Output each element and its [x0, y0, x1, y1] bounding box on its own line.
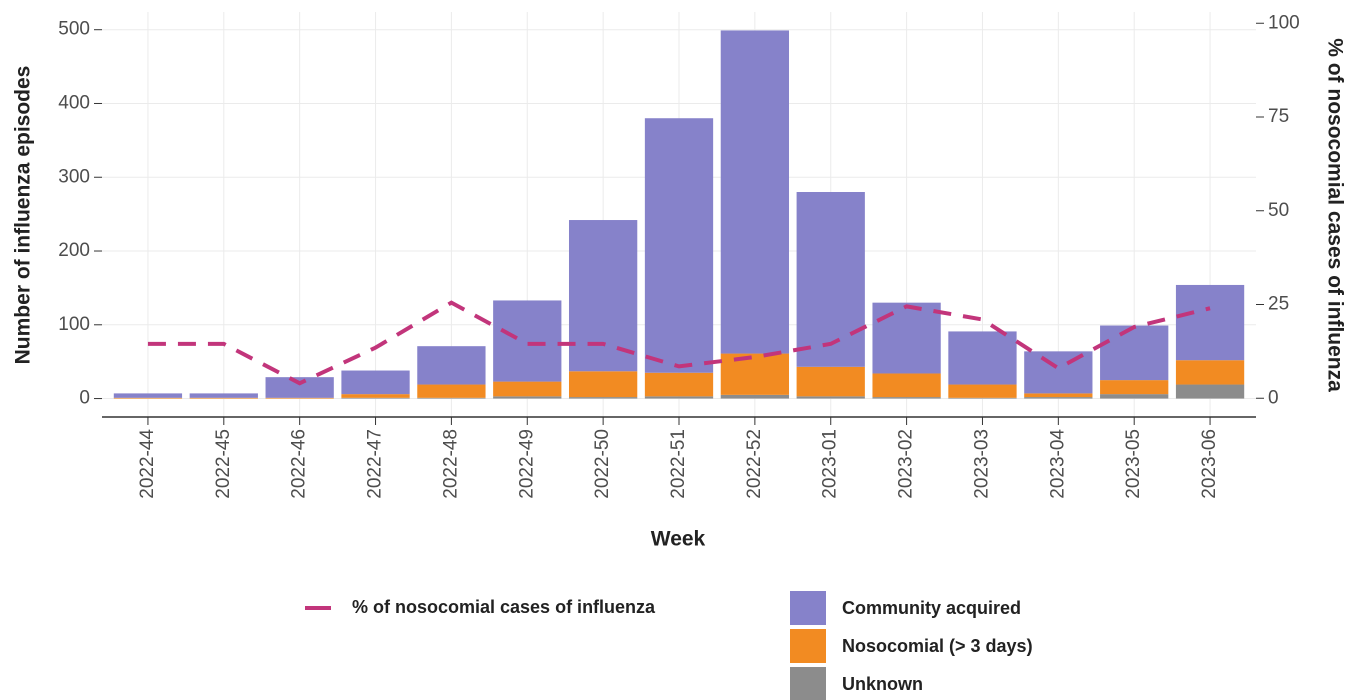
bar-segment — [948, 397, 1017, 399]
bar-segment — [417, 346, 486, 385]
bar-segment — [417, 397, 486, 399]
y2-tick-label: 75 — [1268, 106, 1289, 127]
bar-segment — [796, 192, 865, 367]
bar-segment — [644, 118, 714, 373]
bar-segment — [1100, 380, 1169, 395]
bar-segment — [1024, 351, 1093, 394]
bar-segment — [796, 396, 865, 399]
legend-label: % of nosocomial cases of influenza — [352, 597, 656, 617]
x-tick-label: 2022-47 — [365, 429, 386, 499]
x-tick-label: 2022-51 — [668, 429, 689, 499]
bar-segment — [265, 377, 334, 398]
x-tick-label: 2022-45 — [213, 429, 234, 499]
y2-axis-title: % of nosocomial cases of influenza — [1323, 38, 1346, 392]
bar-segment — [417, 384, 486, 398]
bar-segment — [644, 396, 714, 399]
legend-label: Nosocomial (> 3 days) — [842, 636, 1033, 656]
bar-segment — [1024, 397, 1093, 399]
bar-segment — [1175, 360, 1245, 385]
bar-segment — [568, 371, 638, 398]
y-tick-label: 500 — [58, 19, 90, 40]
bar-segment — [1024, 393, 1093, 398]
y2-tick-label: 50 — [1268, 200, 1289, 221]
x-tick-label: 2022-44 — [137, 429, 158, 499]
x-tick-label: 2023-06 — [1199, 429, 1220, 499]
y-tick-label: 400 — [58, 92, 90, 113]
x-tick-label: 2022-52 — [744, 429, 765, 499]
y2-tick-label: 25 — [1268, 294, 1289, 315]
bar-segment — [265, 397, 334, 399]
bar-segment — [796, 366, 865, 397]
bar-segment — [948, 331, 1017, 385]
legend-label: Community acquired — [842, 598, 1021, 618]
bar-segment — [872, 373, 941, 398]
bar-segment — [113, 397, 183, 399]
bar-segment — [493, 381, 562, 397]
bar-segment — [568, 220, 638, 372]
bar-segment — [341, 370, 410, 395]
x-tick-label: 2023-02 — [896, 429, 917, 499]
bar-segment — [189, 393, 258, 398]
legend-swatch — [790, 591, 826, 625]
bar-segment — [189, 397, 258, 399]
x-tick-label: 2023-01 — [820, 429, 841, 499]
y-tick-label: 300 — [58, 166, 90, 187]
legend-label: Unknown — [842, 674, 923, 694]
legend-swatch — [790, 667, 826, 700]
bar-segment — [1175, 384, 1245, 399]
bar-segment — [720, 30, 790, 354]
x-tick-label: 2023-04 — [1047, 429, 1068, 499]
bar-segment — [568, 397, 638, 399]
bar-segment — [341, 397, 410, 399]
bar-segment — [720, 353, 790, 395]
bar-segment — [948, 384, 1017, 398]
y2-tick-label: 100 — [1268, 12, 1300, 33]
bar-segment — [493, 300, 562, 382]
y2-tick-label: 0 — [1268, 387, 1279, 408]
x-tick-label: 2022-48 — [440, 429, 461, 499]
bar-segment — [1175, 284, 1245, 361]
x-tick-label: 2023-03 — [971, 429, 992, 499]
y-tick-label: 200 — [58, 240, 90, 261]
x-tick-label: 2022-46 — [289, 429, 310, 499]
bar-segment — [720, 394, 790, 399]
line — [147, 300, 1211, 386]
bar-segment — [872, 302, 941, 374]
x-tick-label: 2023-05 — [1123, 429, 1144, 499]
y-tick-label: 100 — [58, 314, 90, 335]
x-tick-label: 2022-50 — [592, 429, 613, 499]
bar-segment — [493, 396, 562, 399]
x-axis-title: Week — [651, 528, 706, 551]
legend-swatch — [790, 629, 826, 663]
bar-segment — [113, 393, 183, 398]
bar-segment — [1100, 394, 1169, 399]
bar-segment — [872, 397, 941, 399]
bar-segment — [644, 372, 714, 397]
x-tick-label: 2022-49 — [516, 429, 537, 499]
bar-segment — [341, 394, 410, 398]
y-axis-title: Number of influenza episodes — [12, 66, 35, 365]
y-tick-label: 0 — [79, 388, 90, 409]
bar-segment — [1100, 325, 1169, 381]
